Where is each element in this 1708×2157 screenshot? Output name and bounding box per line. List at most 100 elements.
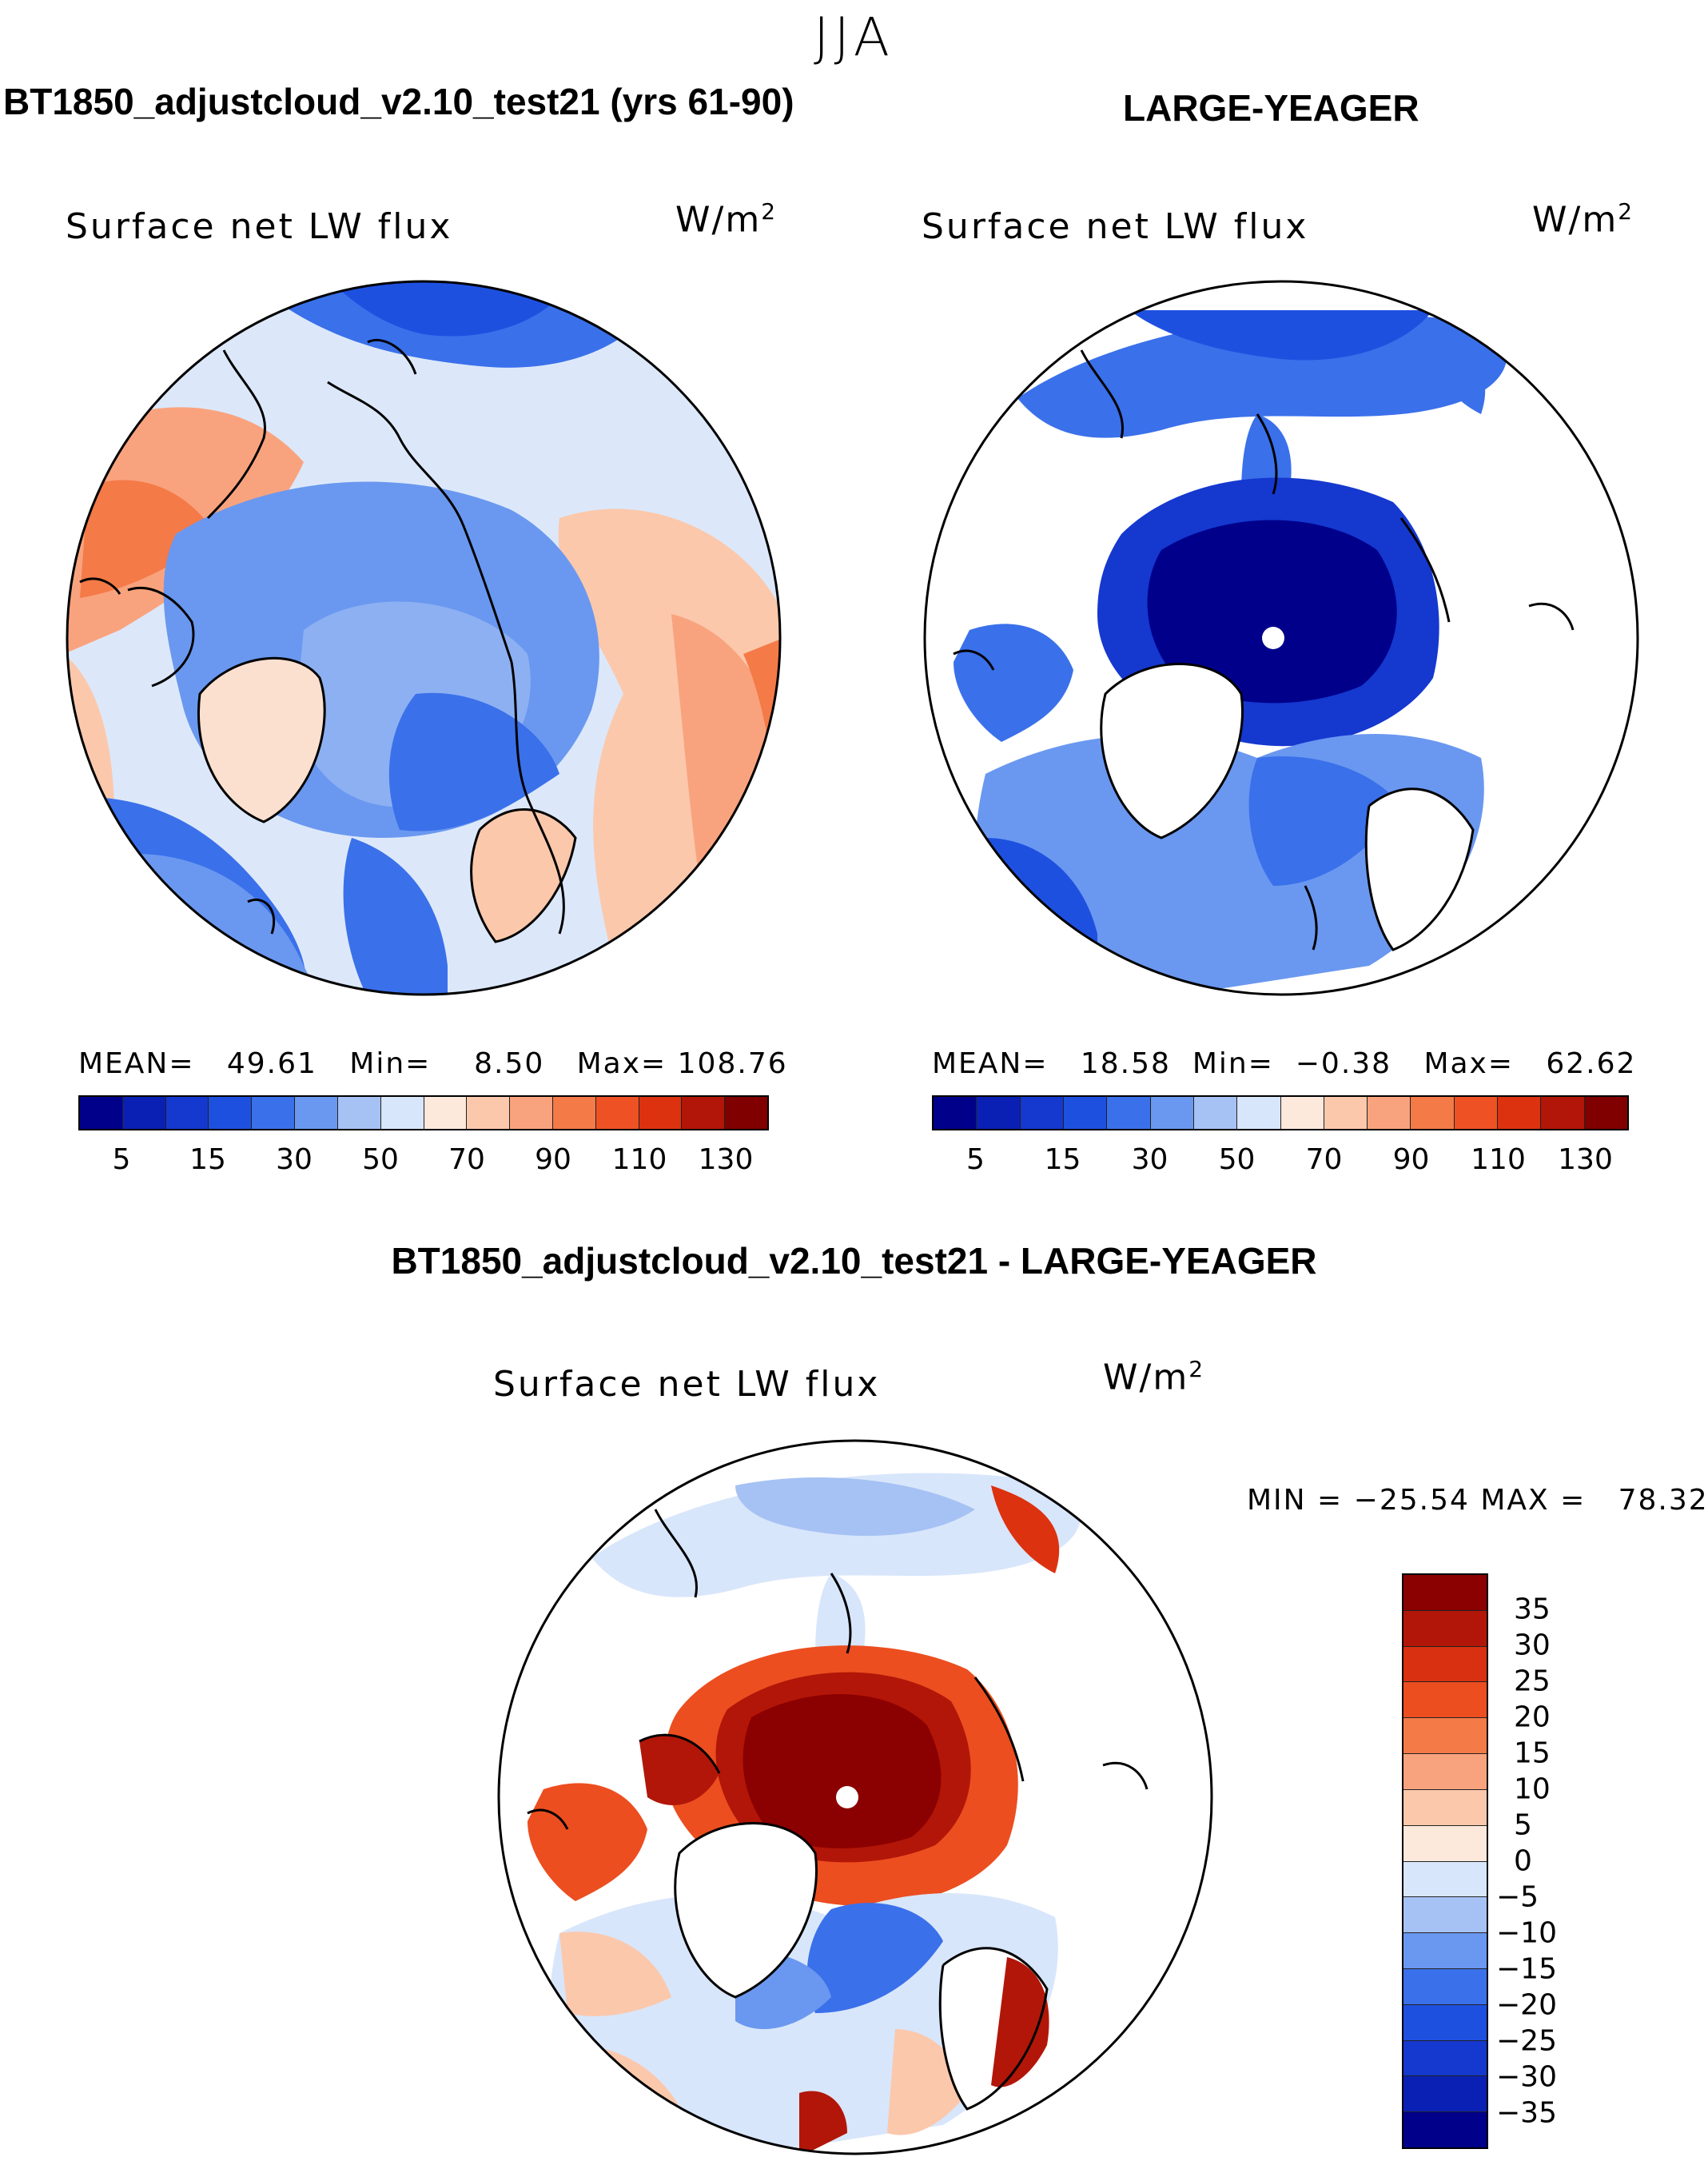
model-colorbar-ticks: 5 15 30 50 70 90 110 130 <box>78 1143 769 1178</box>
colorbar-box <box>725 1097 767 1129</box>
colorbar-tick-label: 15 <box>1044 1143 1081 1176</box>
min-value: −0.38 <box>1295 1047 1392 1080</box>
model-plot-title: Surface net LW flux <box>66 206 453 247</box>
colorbar-box <box>1403 2004 1487 2041</box>
colorbar-tick-label: 30 <box>276 1143 313 1176</box>
obs-colorbar <box>932 1095 1629 1130</box>
colorbar-box <box>1541 1097 1585 1129</box>
max-value: 62.62 <box>1546 1047 1637 1080</box>
colorbar-box <box>552 1097 596 1129</box>
colorbar-tick-label: 25 <box>1514 1665 1551 1698</box>
colorbar-box <box>424 1097 468 1129</box>
colorbar-box <box>122 1097 166 1129</box>
colorbar-tick-label: −25 <box>1496 2024 1557 2058</box>
colorbar-box <box>595 1097 639 1129</box>
colorbar-box <box>1403 1610 1487 1647</box>
colorbar-box <box>467 1097 511 1129</box>
colorbar-box <box>1193 1097 1238 1129</box>
colorbar-tick-label: −20 <box>1496 1988 1557 2022</box>
colorbar-tick-label: 130 <box>1558 1143 1613 1176</box>
colorbar-tick-label: 35 <box>1514 1593 1551 1626</box>
obs-case-title: LARGE-YEAGER <box>1123 87 1419 129</box>
colorbar-tick-label: 70 <box>1305 1143 1343 1176</box>
obs-plot-title: Surface net LW flux <box>922 206 1309 247</box>
colorbar-tick-label: 5 <box>112 1143 131 1176</box>
colorbar-box <box>1454 1097 1499 1129</box>
colorbar-box <box>1403 1575 1487 1611</box>
diff-colorbar <box>1402 1573 1488 2149</box>
colorbar-box <box>682 1097 726 1129</box>
colorbar-tick-label: 50 <box>1218 1143 1256 1176</box>
max-label: Max= <box>1423 1047 1515 1080</box>
colorbar-box <box>1280 1097 1324 1129</box>
colorbar-tick-label: −10 <box>1496 1916 1557 1950</box>
obs-stats: MEAN= 18.58 Min= −0.38 Max= 62.62 <box>932 1047 1636 1080</box>
colorbar-box <box>295 1097 338 1129</box>
colorbar-tick-label: −5 <box>1496 1880 1539 1914</box>
obs-polar-map <box>923 280 1639 996</box>
colorbar-tick-label: 130 <box>698 1143 754 1176</box>
colorbar-tick-label: 110 <box>1471 1143 1526 1176</box>
min-label: Min= <box>349 1047 432 1080</box>
colorbar-box <box>1403 1682 1487 1719</box>
mean-value: 49.61 <box>226 1047 317 1080</box>
colorbar-tick-label: 30 <box>1131 1143 1169 1176</box>
diff-minmax: MIN = −25.54 MAX = 78.32 <box>1247 1484 1708 1517</box>
diff-units: W/m2 <box>1103 1356 1205 1398</box>
colorbar-box <box>1150 1097 1194 1129</box>
min-label: Min= <box>1192 1047 1274 1080</box>
colorbar-box <box>1020 1097 1064 1129</box>
diff-plot-title: Surface net LW flux <box>493 1364 881 1405</box>
colorbar-box <box>1411 1097 1455 1129</box>
colorbar-box <box>1403 1789 1487 1826</box>
colorbar-box <box>1403 1897 1487 1934</box>
mean-label: MEAN= <box>932 1047 1049 1080</box>
colorbar-tick-label: 5 <box>966 1143 985 1176</box>
colorbar-tick-label: 20 <box>1514 1700 1551 1734</box>
colorbar-box <box>1403 1933 1487 1969</box>
colorbar-box <box>1107 1097 1151 1129</box>
colorbar-box <box>1584 1097 1627 1129</box>
colorbar-box <box>1403 2112 1487 2147</box>
model-units: W/m2 <box>675 198 778 241</box>
model-case-title: BT1850_adjustcloud_v2.10_test21 (yrs 61-… <box>3 81 794 122</box>
colorbar-tick-label: −30 <box>1496 2060 1557 2094</box>
colorbar-box <box>1403 1825 1487 1862</box>
colorbar-box <box>1498 1097 1542 1129</box>
colorbar-box <box>639 1097 683 1129</box>
colorbar-box <box>1403 2076 1487 2113</box>
colorbar-box <box>1403 1754 1487 1790</box>
colorbar-box <box>1237 1097 1281 1129</box>
colorbar-box <box>380 1097 424 1129</box>
colorbar-tick-label: −15 <box>1496 1952 1557 1986</box>
diff-case-title: BT1850_adjustcloud_v2.10_test21 - LARGE-… <box>391 1240 1317 1282</box>
min-value: 8.50 <box>474 1047 545 1080</box>
season-title: JJA <box>814 6 894 68</box>
colorbar-tick-label: 5 <box>1514 1808 1532 1842</box>
obs-colorbar-ticks: 5 15 30 50 70 90 110 130 <box>932 1143 1629 1178</box>
model-colorbar <box>78 1095 769 1130</box>
colorbar-tick-label: −35 <box>1496 2096 1557 2130</box>
colorbar-box <box>165 1097 209 1129</box>
colorbar-box <box>1403 2040 1487 2077</box>
colorbar-tick-label: 110 <box>611 1143 667 1176</box>
obs-units: W/m2 <box>1532 198 1634 241</box>
colorbar-tick-label: 15 <box>1514 1736 1551 1770</box>
colorbar-tick-label: 90 <box>1392 1143 1430 1176</box>
colorbar-box <box>337 1097 381 1129</box>
colorbar-box <box>1368 1097 1411 1129</box>
colorbar-box <box>1403 1968 1487 2005</box>
colorbar-tick-label: 30 <box>1514 1629 1551 1662</box>
colorbar-box <box>1063 1097 1108 1129</box>
colorbar-box <box>977 1097 1021 1129</box>
colorbar-box <box>1403 1646 1487 1683</box>
colorbar-box <box>1403 1861 1487 1898</box>
diff-colorbar-ticks: 35 30 25 20 15 10 5 0 −5 −10 −15 −20 −25 −30 −35 <box>1496 1573 1592 2149</box>
colorbar-box <box>80 1097 123 1129</box>
colorbar-box <box>1403 1718 1487 1755</box>
colorbar-tick-label: 90 <box>535 1143 571 1176</box>
model-stats: MEAN= 49.61 Min= 8.50 Max= 108.76 <box>78 1047 788 1080</box>
diff-polar-map <box>497 1439 1213 2155</box>
colorbar-tick-label: 15 <box>189 1143 226 1176</box>
colorbar-box <box>209 1097 253 1129</box>
